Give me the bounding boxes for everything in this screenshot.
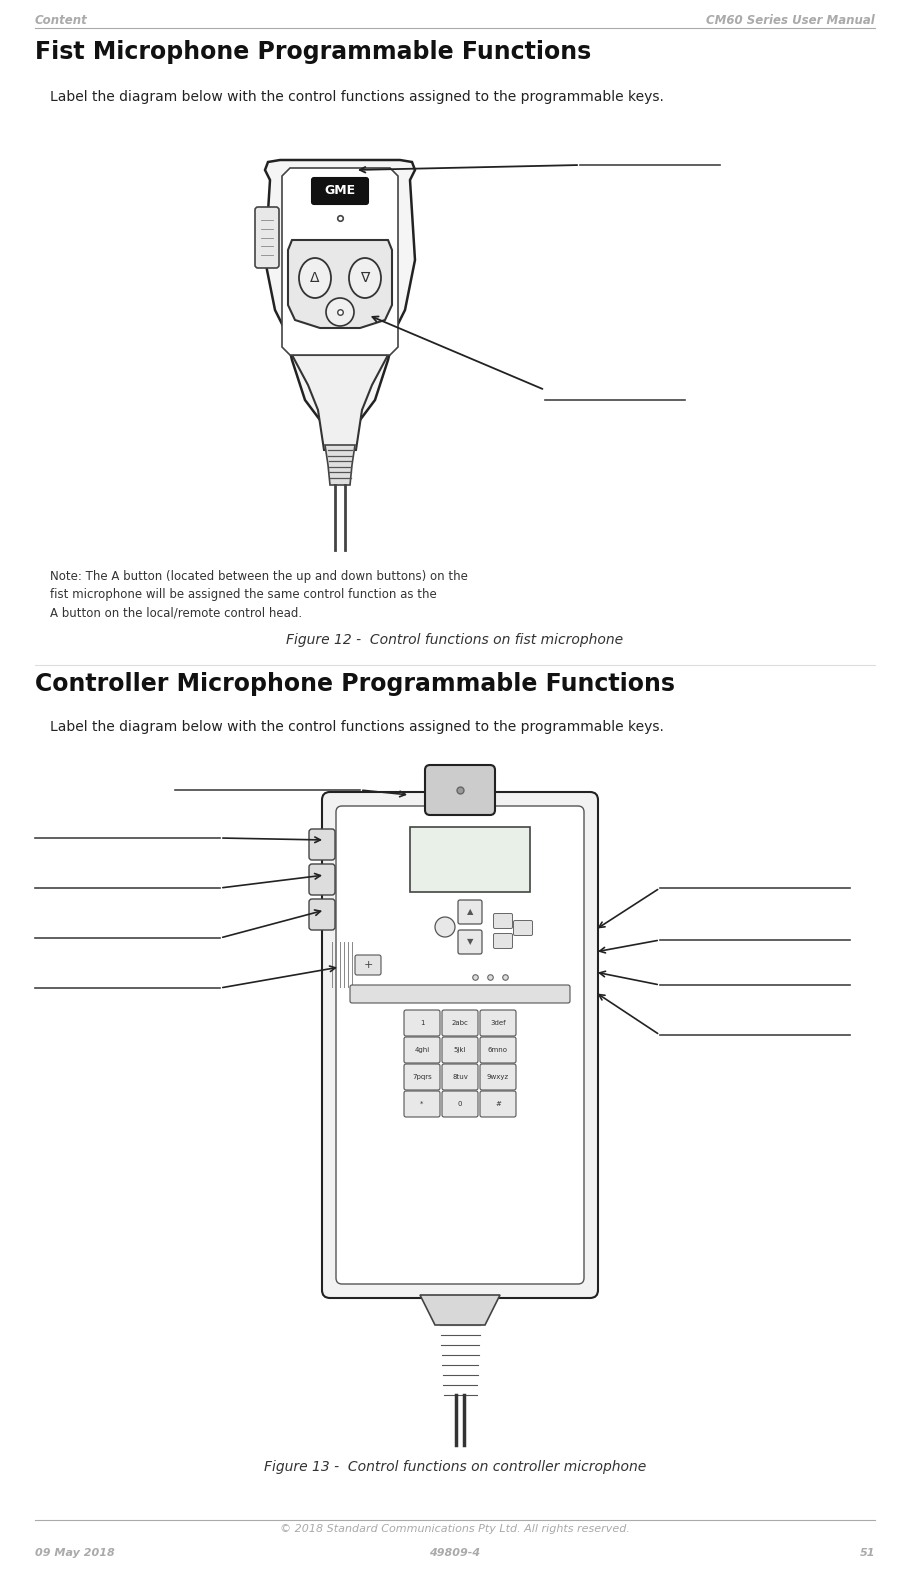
Text: 49809-4: 49809-4 xyxy=(430,1548,480,1557)
Text: ∇: ∇ xyxy=(360,271,369,285)
Polygon shape xyxy=(282,168,398,355)
Text: 1: 1 xyxy=(420,1019,424,1026)
Text: © 2018 Standard Communications Pty Ltd. All rights reserved.: © 2018 Standard Communications Pty Ltd. … xyxy=(280,1524,630,1534)
FancyBboxPatch shape xyxy=(458,930,482,953)
Text: 3def: 3def xyxy=(490,1019,506,1026)
FancyBboxPatch shape xyxy=(480,1063,516,1090)
FancyBboxPatch shape xyxy=(309,829,335,860)
FancyBboxPatch shape xyxy=(480,1037,516,1063)
FancyBboxPatch shape xyxy=(480,1010,516,1037)
Ellipse shape xyxy=(326,297,354,326)
Text: 2abc: 2abc xyxy=(451,1019,469,1026)
FancyBboxPatch shape xyxy=(309,900,335,930)
FancyBboxPatch shape xyxy=(442,1063,478,1090)
Text: Label the diagram below with the control functions assigned to the programmable : Label the diagram below with the control… xyxy=(50,90,664,104)
Bar xyxy=(410,827,530,892)
Ellipse shape xyxy=(349,258,381,297)
Text: Controller Microphone Programmable Functions: Controller Microphone Programmable Funct… xyxy=(35,672,675,695)
FancyBboxPatch shape xyxy=(350,985,570,1004)
FancyBboxPatch shape xyxy=(336,805,584,1284)
FancyBboxPatch shape xyxy=(309,864,335,895)
Text: 9wxyz: 9wxyz xyxy=(487,1074,509,1081)
FancyBboxPatch shape xyxy=(493,933,512,949)
Text: +: + xyxy=(363,960,373,971)
FancyBboxPatch shape xyxy=(442,1092,478,1117)
Text: Content: Content xyxy=(35,14,87,27)
Polygon shape xyxy=(265,160,415,425)
FancyBboxPatch shape xyxy=(404,1037,440,1063)
Text: ▼: ▼ xyxy=(467,938,473,947)
Text: 6mno: 6mno xyxy=(488,1048,508,1052)
FancyBboxPatch shape xyxy=(322,791,598,1298)
FancyBboxPatch shape xyxy=(425,764,495,815)
Text: Figure 12 -  Control functions on fist microphone: Figure 12 - Control functions on fist mi… xyxy=(287,632,623,647)
Polygon shape xyxy=(292,355,388,450)
FancyBboxPatch shape xyxy=(442,1010,478,1037)
FancyBboxPatch shape xyxy=(442,1037,478,1063)
Text: Note: The A button (located between the up and down buttons) on the
fist microph: Note: The A button (located between the … xyxy=(50,569,468,620)
Text: GME: GME xyxy=(325,184,356,198)
Text: 0: 0 xyxy=(458,1101,462,1107)
Polygon shape xyxy=(420,1295,500,1324)
Text: *: * xyxy=(420,1101,424,1107)
FancyBboxPatch shape xyxy=(458,900,482,923)
Text: CM60 Series User Manual: CM60 Series User Manual xyxy=(706,14,875,27)
Text: 4ghi: 4ghi xyxy=(414,1048,430,1052)
Text: 7pqrs: 7pqrs xyxy=(412,1074,432,1081)
Text: Δ: Δ xyxy=(310,271,319,285)
FancyBboxPatch shape xyxy=(493,914,512,928)
FancyBboxPatch shape xyxy=(404,1010,440,1037)
FancyBboxPatch shape xyxy=(355,955,381,975)
Polygon shape xyxy=(325,445,355,484)
Text: 51: 51 xyxy=(860,1548,875,1557)
Ellipse shape xyxy=(299,258,331,297)
FancyBboxPatch shape xyxy=(513,920,532,936)
Text: ▲: ▲ xyxy=(467,908,473,917)
FancyBboxPatch shape xyxy=(480,1092,516,1117)
Text: 5jkl: 5jkl xyxy=(454,1048,466,1052)
FancyBboxPatch shape xyxy=(312,178,368,204)
Text: Figure 13 -  Control functions on controller microphone: Figure 13 - Control functions on control… xyxy=(264,1460,646,1474)
Text: 8tuv: 8tuv xyxy=(452,1074,468,1081)
FancyBboxPatch shape xyxy=(404,1063,440,1090)
FancyBboxPatch shape xyxy=(255,208,279,267)
Circle shape xyxy=(435,917,455,938)
Text: Label the diagram below with the control functions assigned to the programmable : Label the diagram below with the control… xyxy=(50,720,664,735)
Text: #: # xyxy=(495,1101,500,1107)
Polygon shape xyxy=(288,241,392,329)
Text: 09 May 2018: 09 May 2018 xyxy=(35,1548,115,1557)
Text: Fist Microphone Programmable Functions: Fist Microphone Programmable Functions xyxy=(35,39,592,64)
FancyBboxPatch shape xyxy=(404,1092,440,1117)
